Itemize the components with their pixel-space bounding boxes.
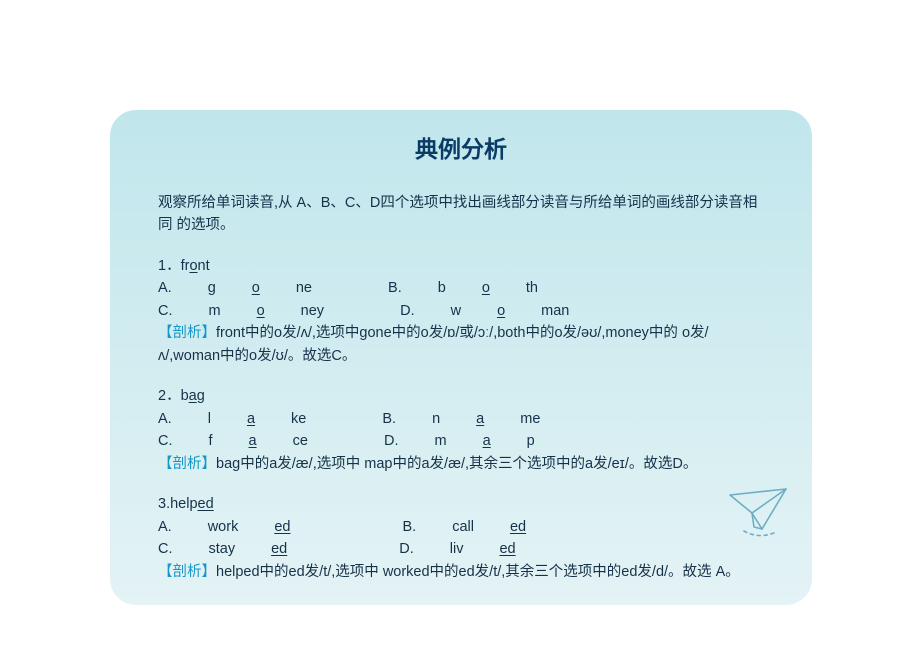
question-word: 3.helped: [158, 493, 764, 515]
option-a: A. lake: [158, 408, 342, 430]
slide-card: 典例分析 观察所给单词读音,从 A、B、C、D四个选项中找出画线部分读音与所给单…: [110, 110, 812, 605]
options-row: A. gone B. both C. money D. woman: [158, 277, 764, 322]
options-row: A. worked B. called C. stayed D. lived: [158, 516, 764, 561]
option-b: B. both: [388, 277, 574, 299]
question-block: 1．front A. gone B. both C. money D. woma…: [158, 255, 764, 367]
instruction-text: 观察所给单词读音,从 A、B、C、D四个选项中找出画线部分读音与所给单词的画线部…: [158, 192, 764, 237]
question-word: 2．bag: [158, 385, 764, 407]
slide-content: 观察所给单词读音,从 A、B、C、D四个选项中找出画线部分读音与所给单词的画线部…: [110, 164, 812, 583]
option-a: A. worked: [158, 516, 362, 538]
option-a: A. gone: [158, 277, 348, 299]
option-c: C. stayed: [158, 538, 359, 560]
paper-plane-icon: [724, 483, 794, 543]
option-c: C. money: [158, 300, 360, 322]
analysis-text: 【剖析】helped中的ed发/t/,选项中 worked中的ed发/t/,其余…: [158, 561, 764, 583]
option-c: C. face: [158, 430, 344, 452]
analysis-text: 【剖析】front中的o发/ʌ/,选项中gone中的o发/ɒ/或/ɔː/,bot…: [158, 322, 764, 367]
option-d: D. map: [384, 430, 571, 452]
option-b: B. name: [382, 408, 576, 430]
option-d: D. lived: [399, 538, 587, 560]
option-d: D. woman: [400, 300, 605, 322]
question-block: 2．bag A. lake B. name C. face D. map 【剖析…: [158, 385, 764, 475]
analysis-text: 【剖析】bag中的a发/æ/,选项中 map中的a发/æ/,其余三个选项中的a发…: [158, 453, 764, 475]
question-word: 1．front: [158, 255, 764, 277]
options-row: A. lake B. name C. face D. map: [158, 408, 764, 453]
question-block: 3.helped A. worked B. called C. stayed D…: [158, 493, 764, 583]
option-b: B. called: [403, 516, 599, 538]
slide-title: 典例分析: [110, 110, 812, 164]
